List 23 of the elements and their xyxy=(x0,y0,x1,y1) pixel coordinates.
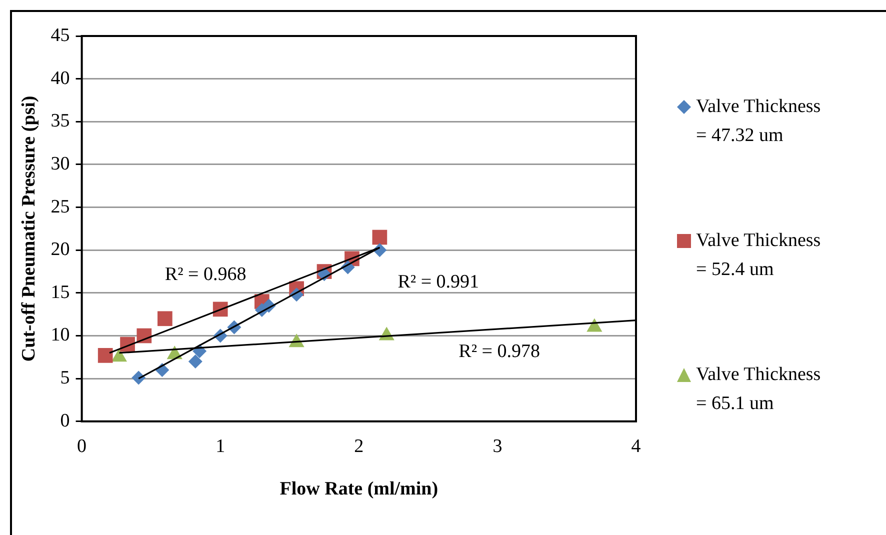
annotation: R² = 0.991 xyxy=(398,272,480,293)
y-tick-label: 30 xyxy=(50,153,70,174)
y-tick-label: 45 xyxy=(50,24,70,46)
y-tick-label: 0 xyxy=(60,410,70,432)
x-tick-label: 4 xyxy=(631,436,642,457)
y-axis-title: Cut-off Pneumatic Pressure (psi) xyxy=(18,96,40,362)
y-tick-label: 15 xyxy=(50,282,70,303)
y-tick-label: 20 xyxy=(50,239,70,260)
legend-label: Valve Thickness = 47.32 um xyxy=(696,95,822,148)
y-tick-label: 35 xyxy=(50,110,70,132)
legend-label: Valve Thickness = 52.4 um xyxy=(696,229,822,282)
y-tick-label: 40 xyxy=(50,68,70,89)
y-tick-label: 5 xyxy=(60,368,70,389)
x-tick-label: 1 xyxy=(216,436,226,457)
x-tick-label: 0 xyxy=(77,436,87,457)
y-tick-label: 10 xyxy=(50,324,70,346)
legend-label: Valve Thickness = 65.1 um xyxy=(696,363,822,416)
y-tick-label: 25 xyxy=(50,196,70,218)
x-tick-label: 3 xyxy=(492,436,502,457)
x-axis-title: Flow Rate (ml/min) xyxy=(280,478,438,500)
annotation: R² = 0.978 xyxy=(458,341,540,362)
x-tick-label: 2 xyxy=(354,436,364,457)
annotation: R² = 0.968 xyxy=(164,264,246,285)
